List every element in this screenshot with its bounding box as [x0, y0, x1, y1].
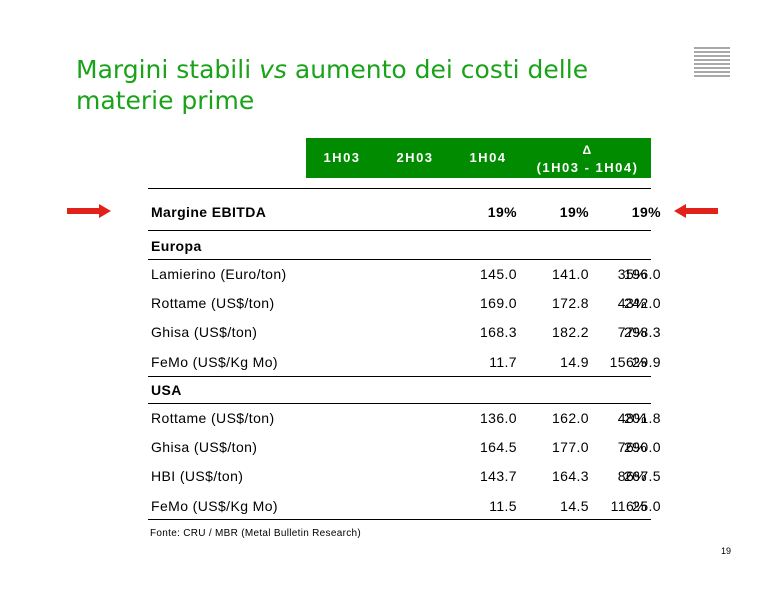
table-row: FeMo (US$/Kg Mo) 11.7 14.9 29.9 156%	[151, 354, 661, 370]
page-number: 19	[721, 546, 732, 556]
source-note: Fonte: CRU / MBR (Metal Bulletin Researc…	[150, 528, 361, 539]
title-vs: vs	[259, 55, 287, 84]
rule-europa	[148, 259, 651, 260]
header-1h03: 1H03	[323, 150, 361, 165]
rule-top	[148, 188, 651, 189]
rule-ebitda	[148, 230, 651, 231]
section-europa: Europa	[151, 238, 202, 254]
rule-bottom	[148, 519, 651, 520]
title-text-1: Margini stabili	[76, 55, 260, 84]
header-1h04: 1H04	[469, 150, 507, 165]
table-row-ebitda: Margine EBITDA 19% 19% 19%	[151, 204, 661, 220]
table-row: FeMo (US$/Kg Mo) 11.5 14.5 25.0 116%	[151, 498, 661, 514]
title-text-2: aumento dei costi delle materie prime	[76, 55, 589, 115]
table-row: Rottame (US$/ton) 136.0 162.0 201.8 48%	[151, 410, 661, 426]
table-row: Lamierino (Euro/ton) 145.0 141.0 196.0 3…	[151, 266, 661, 282]
section-usa: USA	[151, 382, 182, 398]
header-2h03: 2H03	[396, 150, 434, 165]
logo-icon	[694, 47, 730, 78]
table-row: Ghisa (US$/ton) 164.5 177.0 290.0 76%	[151, 439, 661, 455]
table-header-delta: Δ (1H03 - 1H04)	[524, 138, 651, 178]
delta-icon: Δ	[582, 143, 593, 157]
arrow-right-icon	[67, 204, 111, 218]
table-header-periods: 1H03 2H03 1H04	[306, 138, 524, 178]
delta-range: (1H03 - 1H04)	[536, 160, 639, 175]
table-row: Ghisa (US$/ton) 168.3 182.2 298.3 77%	[151, 324, 661, 340]
slide-title: Margini stabili vs aumento dei costi del…	[76, 54, 676, 116]
rule-europa-end	[148, 376, 651, 377]
table-row: HBI (US$/ton) 143.7 164.3 267.5 86%	[151, 468, 661, 484]
arrow-left-icon	[674, 204, 718, 218]
table-row: Rottame (US$/ton) 169.0 172.8 242.0 43%	[151, 295, 661, 311]
rule-usa	[148, 403, 651, 404]
